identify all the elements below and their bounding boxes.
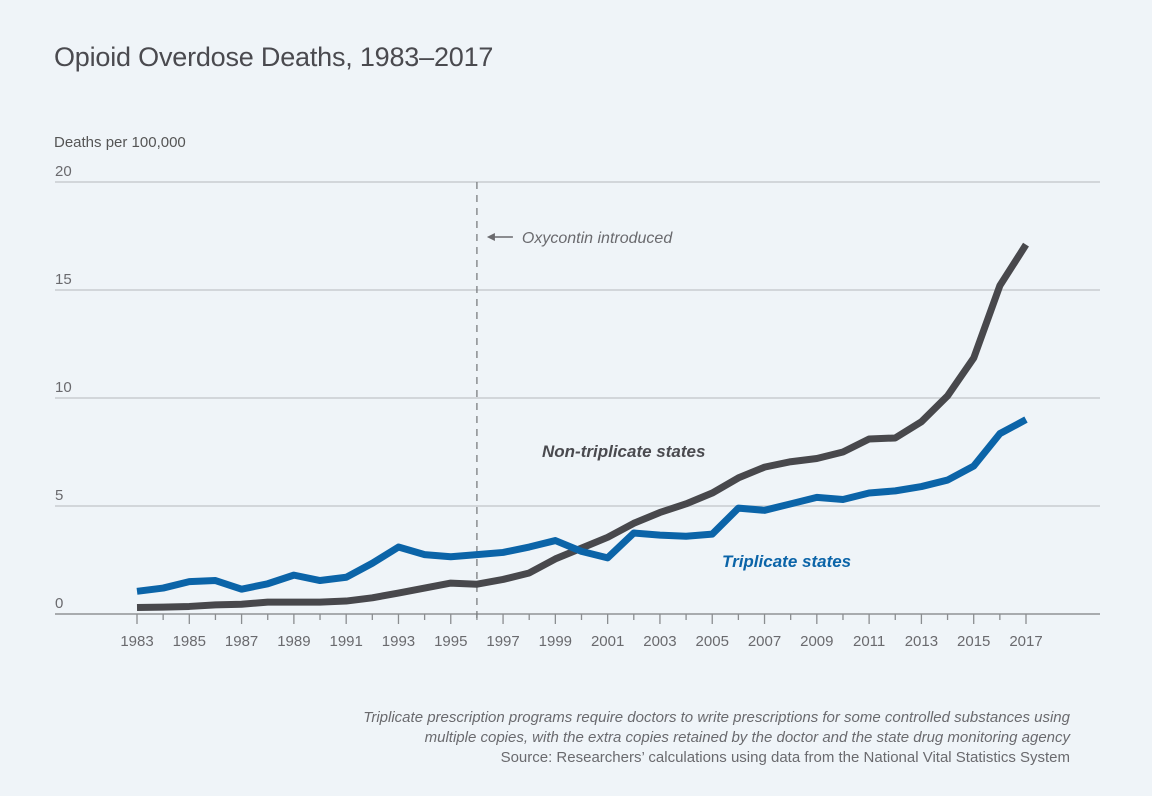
footnote-source: Source: Researchers’ calculations using … xyxy=(500,749,1070,766)
x-tick-label-2001: 2001 xyxy=(591,633,624,650)
x-tick-label-1987: 1987 xyxy=(225,633,258,650)
x-tick-label-1983: 1983 xyxy=(120,633,153,650)
series-label-triplicate-states: Triplicate states xyxy=(722,552,851,571)
footnote-note-line-2: multiple copies, with the extra copies r… xyxy=(424,729,1070,746)
x-tick-label-1989: 1989 xyxy=(277,633,310,650)
x-tick-label-1985: 1985 xyxy=(173,633,206,650)
y-tick-label-15: 15 xyxy=(55,271,72,288)
x-tick-label-1999: 1999 xyxy=(539,633,572,650)
y-axis-label: Deaths per 100,000 xyxy=(54,134,186,151)
y-tick-label-10: 10 xyxy=(55,379,72,396)
y-tick-label-5: 5 xyxy=(55,487,63,504)
y-tick-labels: 0 5 10 15 20 xyxy=(55,163,72,612)
x-tick-label-2011: 2011 xyxy=(853,633,885,650)
x-tick-label-2013: 2013 xyxy=(905,633,938,650)
footnote-note-line-1: Triplicate prescription programs require… xyxy=(363,709,1070,726)
x-tick-label-1997: 1997 xyxy=(486,633,519,650)
x-tick-label-2015: 2015 xyxy=(957,633,990,650)
series-line-triplicate-states xyxy=(136,416,1028,595)
annotation-label: Oxycontin introduced xyxy=(522,230,673,247)
gridlines xyxy=(55,181,1100,507)
x-tick-label-2003: 2003 xyxy=(643,633,676,650)
x-tick-label-2017: 2017 xyxy=(1009,633,1042,650)
x-tick-label-2005: 2005 xyxy=(696,633,729,650)
footnote: Triplicate prescription programs require… xyxy=(363,708,1070,768)
series-label-non-triplicate-states: Non-triplicate states xyxy=(542,442,705,461)
x-tick-label-1991: 1991 xyxy=(329,633,362,650)
x-tick-label-1993: 1993 xyxy=(382,633,415,650)
series-lines xyxy=(136,242,1029,612)
chart-title: Opioid Overdose Deaths, 1983–2017 xyxy=(54,42,494,72)
oxycontin-annotation: Oxycontin introduced xyxy=(476,182,673,624)
x-axis: 1983 1985 1987 1989 1991 1993 1995 1997 1999 2001… xyxy=(55,613,1100,650)
series-labels: Non-triplicate states Triplicate states xyxy=(542,442,851,571)
x-tick-label-2007: 2007 xyxy=(748,633,781,650)
y-tick-label-20: 20 xyxy=(55,163,72,180)
arrow-left-icon xyxy=(486,233,495,241)
line-chart: 0 5 10 15 20 1983 1985 1987 1989 1991 1993 1995 199… xyxy=(55,163,1100,650)
y-tick-label-0: 0 xyxy=(55,595,63,612)
x-tick-label-2009: 2009 xyxy=(800,633,833,650)
x-tick-label-1995: 1995 xyxy=(434,633,467,650)
